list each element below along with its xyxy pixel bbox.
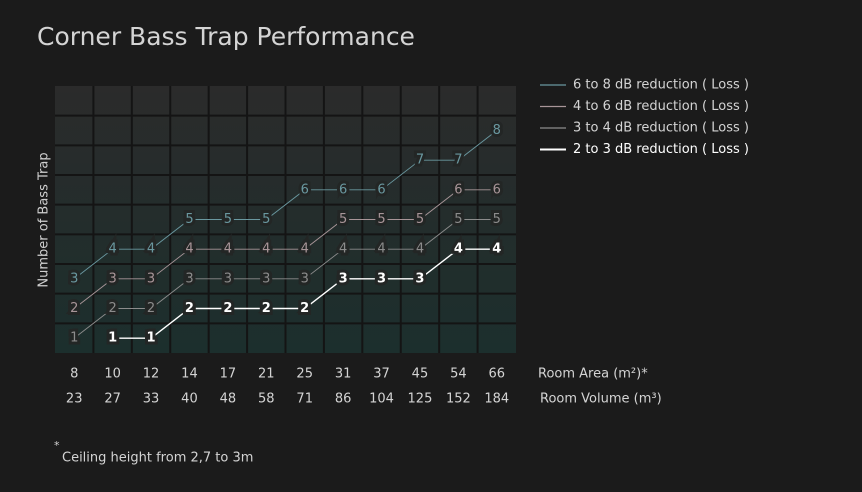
series-line [73,189,497,309]
data-label: 4 [454,242,463,257]
data-label: 1 [147,331,156,346]
secondary-x-tick-label: 86 [335,392,352,407]
secondary-x-tick-label: 23 [66,392,83,407]
data-label: 5 [493,212,501,227]
secondary-x-tick-label: 58 [258,392,275,407]
chart-title: Corner Bass Trap Performance [37,22,415,51]
data-label: 5 [224,212,232,227]
data-label: 7 [416,153,424,168]
legend-label: 4 to 6 dB reduction ( Loss ) [573,99,749,114]
y-axis-label: Number of Bass Trap [37,152,52,287]
x-tick-label: 25 [296,367,313,382]
data-label: 3 [147,271,155,286]
secondary-x-tick-label: 40 [181,392,198,407]
data-label: 2 [262,301,271,316]
secondary-x-tick-label: 48 [220,392,237,407]
secondary-x-tick-label: 184 [484,392,509,407]
data-label: 3 [339,271,348,286]
secondary-x-tick-label: 125 [408,392,433,407]
data-label: 6 [377,182,385,197]
x-tick-label: 8 [70,367,78,382]
x-axis-label: Room Area (m²)* [538,367,648,382]
data-label: 3 [377,271,386,286]
x-tick-label: 31 [335,367,352,382]
data-label: 6 [339,182,347,197]
data-label: 5 [262,212,270,227]
data-label: 3 [262,271,270,286]
data-label: 4 [301,242,309,257]
x-tick-label: 37 [373,367,390,382]
data-label: 7 [454,153,462,168]
legend-label: 2 to 3 dB reduction ( Loss ) [573,142,749,157]
data-label: 4 [262,242,270,257]
x-tick-label: 12 [143,367,160,382]
data-label: 2 [300,301,309,316]
data-label: 5 [185,212,193,227]
data-label: 4 [147,242,155,257]
legend-label: 3 to 4 dB reduction ( Loss ) [573,121,749,136]
x-tick-label: 21 [258,367,275,382]
data-label: 2 [70,301,78,316]
data-label: 1 [70,331,78,346]
data-label: 6 [493,182,501,197]
data-label: 3 [301,271,309,286]
footnote-marker: * [54,439,60,452]
data-label: 4 [185,242,193,257]
data-label: 3 [108,271,116,286]
data-label: 2 [108,301,116,316]
secondary-x-tick-label: 27 [104,392,121,407]
x-tick-label: 14 [181,367,198,382]
data-label: 6 [454,182,462,197]
data-label: 2 [147,301,155,316]
series-line [112,248,497,339]
data-label: 6 [301,182,309,197]
series-line [73,130,498,280]
data-label: 4 [224,242,232,257]
data-label: 4 [108,242,116,257]
secondary-x-tick-label: 152 [446,392,471,407]
x-tick-label: 17 [220,367,237,382]
data-label: 3 [70,271,78,286]
data-label: 4 [377,242,385,257]
data-label: 4 [339,242,347,257]
footnote: Ceiling height from 2,7 to 3m [62,451,253,466]
secondary-x-tick-label: 104 [369,392,394,407]
secondary-x-axis-label: Room Volume (m³) [540,392,662,407]
data-label: 5 [377,212,385,227]
x-tick-label: 66 [489,367,506,382]
data-label: 4 [492,242,501,257]
x-tick-label: 45 [412,367,429,382]
data-label: 3 [224,271,232,286]
x-tick-label: 10 [104,367,121,382]
data-label: 4 [416,242,424,257]
data-label: 1 [108,331,117,346]
data-label: 2 [223,301,232,316]
x-tick-label: 54 [450,367,467,382]
secondary-x-tick-label: 33 [143,392,160,407]
legend-label: 6 to 8 dB reduction ( Loss ) [573,78,749,93]
data-label: 5 [416,212,424,227]
secondary-x-tick-label: 71 [296,392,313,407]
series-line [73,219,497,339]
data-label: 8 [493,123,501,138]
data-label: 3 [185,271,193,286]
data-label: 3 [415,271,424,286]
data-label: 5 [339,212,347,227]
data-label: 5 [454,212,462,227]
data-label: 2 [185,301,194,316]
